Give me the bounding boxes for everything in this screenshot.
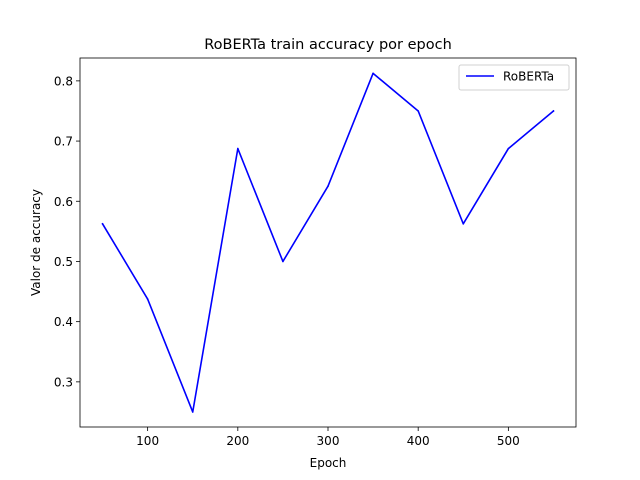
series-layer [101,72,555,413]
x-tick-label: 100 [136,434,159,448]
data-point [462,223,465,225]
legend: RoBERTa [458,64,570,91]
plot-frame [79,57,577,428]
y-tick-label: 0.8 [54,74,73,88]
y-tick-label: 0.5 [54,255,73,269]
y-axis-label: Valor de accuracy [29,189,43,296]
y-axis-ticks: 0.3 0.4 0.5 0.6 0.7 0.8 [54,74,80,389]
x-tick-label: 300 [317,434,340,448]
x-tick-label: 500 [497,434,520,448]
x-tick-label: 200 [226,434,249,448]
x-axis-ticks: 100 200 300 400 500 [136,427,520,448]
data-point [552,110,555,112]
legend-label: RoBERTa [503,70,554,84]
data-point [327,185,329,188]
plot-area [80,58,576,427]
y-tick-label: 0.3 [54,375,73,389]
y-tick-label: 0.6 [54,195,73,209]
y-tick-label: 0.7 [54,135,73,149]
data-point [282,260,284,263]
data-point [372,72,374,75]
x-axis-label: Epoch [310,456,347,470]
data-point [146,298,149,300]
y-tick-label: 0.4 [54,315,73,329]
legend-box [458,64,570,91]
chart-title: RoBERTa train accuracy por epoch [204,37,452,53]
data-point [191,411,194,413]
x-tick-label: 400 [407,434,430,448]
data-point [237,147,239,150]
data-point [101,223,104,225]
data-point [507,147,510,150]
data-point [417,110,419,112]
